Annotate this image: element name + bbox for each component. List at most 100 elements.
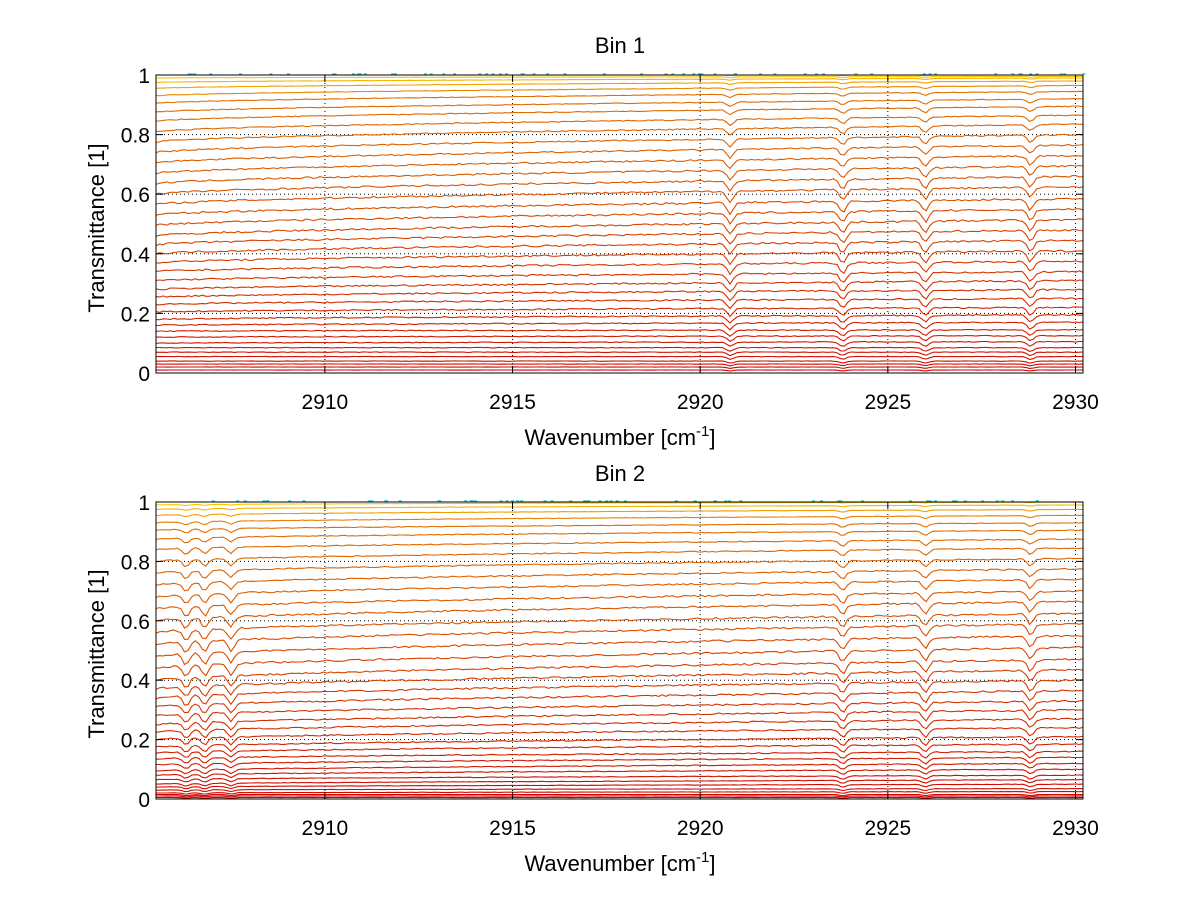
series-line xyxy=(155,185,1084,205)
y-axis-label: Transmittance [1] xyxy=(84,569,109,738)
series-line xyxy=(156,75,1083,79)
chart-panel-bin-2: Bin 2 2910 2915 2920 2925 2930 0 0.2 0.4 0.6 0.8 1… xyxy=(84,461,1099,876)
series-line xyxy=(155,218,1084,237)
series-line xyxy=(155,288,1084,302)
y-tick-label: 0.6 xyxy=(121,611,150,634)
y-tick-label: 0.8 xyxy=(121,125,150,148)
x-tick-label: 2920 xyxy=(677,817,724,840)
series-line xyxy=(155,133,1084,154)
series-line xyxy=(155,508,1084,517)
chart-panel-bin-1: Bin 1 2910 2915 2920 2925 2930 0 0.2 0.4 0.6 0.8 1… xyxy=(84,33,1099,450)
series-line xyxy=(155,514,1084,526)
series-line xyxy=(155,646,1084,677)
series-line xyxy=(155,678,1084,706)
series-line xyxy=(155,239,1084,256)
series-line xyxy=(155,699,1084,723)
series-line xyxy=(155,634,1084,666)
series-line xyxy=(156,756,1084,769)
series-line xyxy=(155,270,1084,286)
x-tick-label: 2925 xyxy=(864,817,911,840)
series-line xyxy=(155,313,1084,324)
y-tick-label: 1 xyxy=(138,65,150,88)
x-tick-label: 2930 xyxy=(1052,817,1099,840)
series-line xyxy=(155,355,1084,360)
series-line xyxy=(155,708,1084,731)
series-line xyxy=(155,197,1084,216)
series-line xyxy=(155,578,1084,604)
series-line xyxy=(155,80,1084,89)
y-tick-label: 0 xyxy=(138,789,150,812)
series-line xyxy=(155,567,1084,592)
series-line xyxy=(155,689,1084,714)
series-line xyxy=(155,90,1084,104)
series-line xyxy=(155,783,1084,790)
series-line xyxy=(155,123,1083,144)
y-tick-label: 0.8 xyxy=(121,551,150,574)
x-tick-label: 2925 xyxy=(864,391,911,414)
series-line xyxy=(155,321,1084,331)
series-line xyxy=(155,589,1084,617)
axes-box xyxy=(155,74,1084,374)
series-line xyxy=(156,366,1084,369)
y-tick-label: 1 xyxy=(138,492,150,515)
y-tick-label: 0.4 xyxy=(121,244,151,267)
x-axis-label: Wavenumber [cm-1] xyxy=(524,849,715,876)
series-line xyxy=(155,622,1084,653)
axis-ticks: 2910 2915 2920 2925 2930 0 0.2 0.4 0.6 0.8 1 xyxy=(121,492,1099,840)
y-tick-label: 0.2 xyxy=(121,303,150,326)
series-line xyxy=(156,363,1084,367)
series-line xyxy=(155,77,1083,84)
series-line xyxy=(155,612,1084,641)
series-line xyxy=(155,84,1084,97)
series-line xyxy=(155,154,1083,175)
series-line xyxy=(156,346,1084,352)
series-line xyxy=(155,369,1084,372)
x-tick-label: 2910 xyxy=(302,391,349,414)
series-line xyxy=(155,726,1084,746)
y-tick-label: 0.6 xyxy=(121,184,150,207)
series-line xyxy=(155,164,1084,185)
series-line xyxy=(155,334,1084,342)
x-axis-label: Wavenumber [cm-1] xyxy=(524,423,715,450)
x-tick-label: 2920 xyxy=(677,391,724,414)
series-line xyxy=(155,658,1084,688)
y-tick-label: 0.4 xyxy=(121,670,151,693)
series-line xyxy=(155,768,1084,779)
series-line xyxy=(155,547,1084,568)
series-line xyxy=(155,774,1084,783)
series-line xyxy=(155,351,1084,357)
series-line xyxy=(156,796,1084,799)
series-line xyxy=(156,360,1084,364)
x-tick-label: 2930 xyxy=(1052,391,1099,414)
series-line xyxy=(155,105,1084,122)
series-line xyxy=(155,743,1084,758)
series-line xyxy=(156,790,1084,795)
axis-ticks: 2910 2915 2920 2925 2930 0 0.2 0.4 0.6 0.8 1 xyxy=(121,65,1099,414)
series-line xyxy=(155,521,1084,534)
series-line xyxy=(155,717,1084,739)
series-line xyxy=(155,306,1084,318)
series-line xyxy=(155,260,1083,276)
series-line xyxy=(155,501,1083,506)
series-line xyxy=(155,229,1084,247)
series-line xyxy=(156,778,1083,787)
x-tick-label: 2915 xyxy=(489,817,536,840)
series-lines xyxy=(155,500,1084,800)
x-tick-label: 2910 xyxy=(302,817,349,840)
axes-box xyxy=(155,501,1084,800)
series-line xyxy=(155,735,1084,753)
y-tick-label: 0.2 xyxy=(121,730,150,753)
series-line xyxy=(155,529,1084,544)
series-line xyxy=(155,208,1084,226)
series-line xyxy=(155,557,1084,580)
series-line xyxy=(155,504,1083,511)
series-line xyxy=(155,750,1084,764)
series-line xyxy=(155,600,1084,629)
series-line xyxy=(155,114,1084,133)
series-line xyxy=(156,787,1084,793)
series-line xyxy=(155,762,1083,775)
series-line xyxy=(155,328,1084,337)
series-line xyxy=(155,97,1084,113)
